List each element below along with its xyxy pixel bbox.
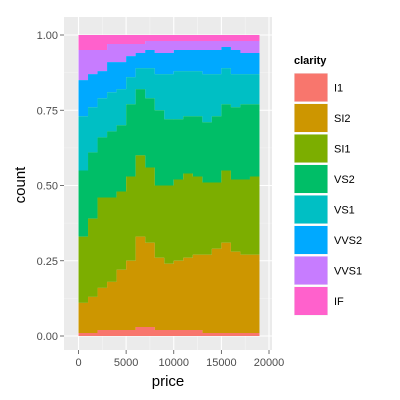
area-vvs2 (78, 47, 260, 117)
area-vs2 (78, 89, 260, 237)
x-tick-label: 0 (75, 357, 81, 369)
legend-label-vvs2: VVS2 (334, 235, 362, 247)
x-tick-label: 10000 (158, 357, 189, 369)
legend-key-if (294, 287, 328, 315)
x-axis-title: price (152, 373, 185, 390)
x-axis-ticks: 0 5000 10000 15000 20000 (75, 350, 284, 369)
legend-label-si2: SI2 (334, 113, 351, 125)
x-tick-label: 5000 (114, 357, 138, 369)
y-axis-title: count (12, 166, 29, 204)
legend-label-i1: I1 (334, 83, 343, 95)
y-tick-label: 0.75 (37, 105, 58, 117)
x-tick-label: 15000 (206, 357, 237, 369)
legend-label-vs1: VS1 (334, 205, 355, 217)
area-i1 (78, 326, 260, 336)
y-tick-label: 0.50 (37, 181, 58, 193)
y-tick-label: 1.00 (37, 30, 58, 42)
legend-key-vvs2 (294, 226, 328, 254)
legend-key-vvs1 (294, 256, 328, 285)
legend-label-vvs1: VVS1 (334, 266, 362, 278)
legend-key-vs2 (294, 165, 328, 193)
legend-title: clarity (294, 55, 327, 67)
legend-key-si1 (294, 134, 328, 163)
area-si2 (78, 236, 260, 333)
legend-key-i1 (294, 73, 328, 102)
area-layers (78, 35, 260, 336)
legend: I1 SI2 SI1 VS2 VS1 VVS2 VVS1 IF (294, 73, 362, 316)
legend-label-if: IF (334, 296, 344, 308)
area-if (78, 35, 260, 51)
x-tick-label: 20000 (254, 357, 285, 369)
y-tick-label: 0.00 (37, 331, 58, 343)
legend-label-vs2: VS2 (334, 174, 355, 186)
legend-key-vs1 (294, 195, 328, 224)
area-si1 (78, 155, 260, 303)
legend-label-si1: SI1 (334, 144, 351, 156)
area-vvs1 (78, 41, 260, 81)
legend-key-si2 (294, 104, 328, 132)
y-axis-ticks: 0.00 0.25 0.50 0.75 1.00 (37, 30, 64, 343)
y-tick-label: 0.25 (37, 256, 58, 268)
